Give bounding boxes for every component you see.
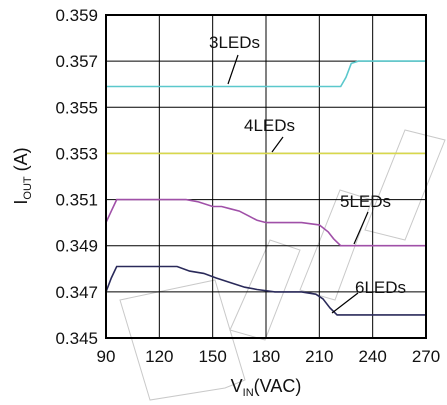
x-tick-label: 270 bbox=[412, 347, 440, 366]
y-axis-title-rest: (A) bbox=[11, 147, 31, 176]
annotations: 3LEDs 4LEDs 5LEDs 6LEDs bbox=[209, 33, 406, 297]
annotation-leaders bbox=[227, 54, 369, 314]
x-axis-title-main: V bbox=[231, 376, 243, 396]
y-tick-label: 0.349 bbox=[55, 237, 98, 256]
x-tick-label: 90 bbox=[97, 347, 116, 366]
y-tick-label: 0.359 bbox=[55, 6, 98, 25]
y-tick-label: 0.355 bbox=[55, 98, 98, 117]
y-axis-title-sub: OUT bbox=[22, 176, 34, 200]
y-tick-label: 0.351 bbox=[55, 191, 98, 210]
x-tick-label: 240 bbox=[358, 347, 386, 366]
y-axis-title: IOUT (A) bbox=[11, 147, 34, 204]
series-line-3leds bbox=[106, 60, 426, 88]
x-tick-label: 120 bbox=[145, 347, 173, 366]
y-axis-ticks: 0.345 0.347 0.349 0.351 0.353 0.355 0.357 0.359 bbox=[55, 6, 98, 348]
y-tick-label: 0.345 bbox=[55, 329, 98, 348]
annotation-leader-6leds bbox=[331, 292, 359, 314]
series-layer bbox=[105, 60, 426, 316]
annotation-leader-3leds bbox=[227, 54, 239, 85]
y-axis-title-main: I bbox=[11, 200, 31, 205]
x-axis-title-rest: (VAC) bbox=[254, 376, 302, 396]
x-tick-label: 210 bbox=[305, 347, 333, 366]
annotation-5leds: 5LEDs bbox=[340, 192, 391, 211]
x-axis-title: VIN(VAC) bbox=[231, 376, 302, 399]
plot-frame bbox=[105, 14, 427, 339]
y-tick-label: 0.353 bbox=[55, 144, 98, 163]
series-line-6leds bbox=[105, 265, 426, 316]
annotation-4leds: 4LEDs bbox=[244, 116, 295, 135]
x-axis-ticks: 90 120 150 180 210 240 270 bbox=[97, 347, 441, 366]
x-tick-label: 180 bbox=[252, 347, 280, 366]
annotation-leader-4leds bbox=[271, 136, 284, 153]
series-line-5leds bbox=[105, 198, 426, 247]
annotation-3leds: 3LEDs bbox=[209, 33, 260, 52]
annotation-6leds: 6LEDs bbox=[355, 278, 406, 297]
x-tick-label: 150 bbox=[198, 347, 226, 366]
y-tick-label: 0.357 bbox=[55, 52, 98, 71]
y-tick-label: 0.347 bbox=[55, 283, 98, 302]
x-axis-title-sub: IN bbox=[243, 387, 254, 399]
annotation-leader-5leds bbox=[353, 211, 369, 245]
